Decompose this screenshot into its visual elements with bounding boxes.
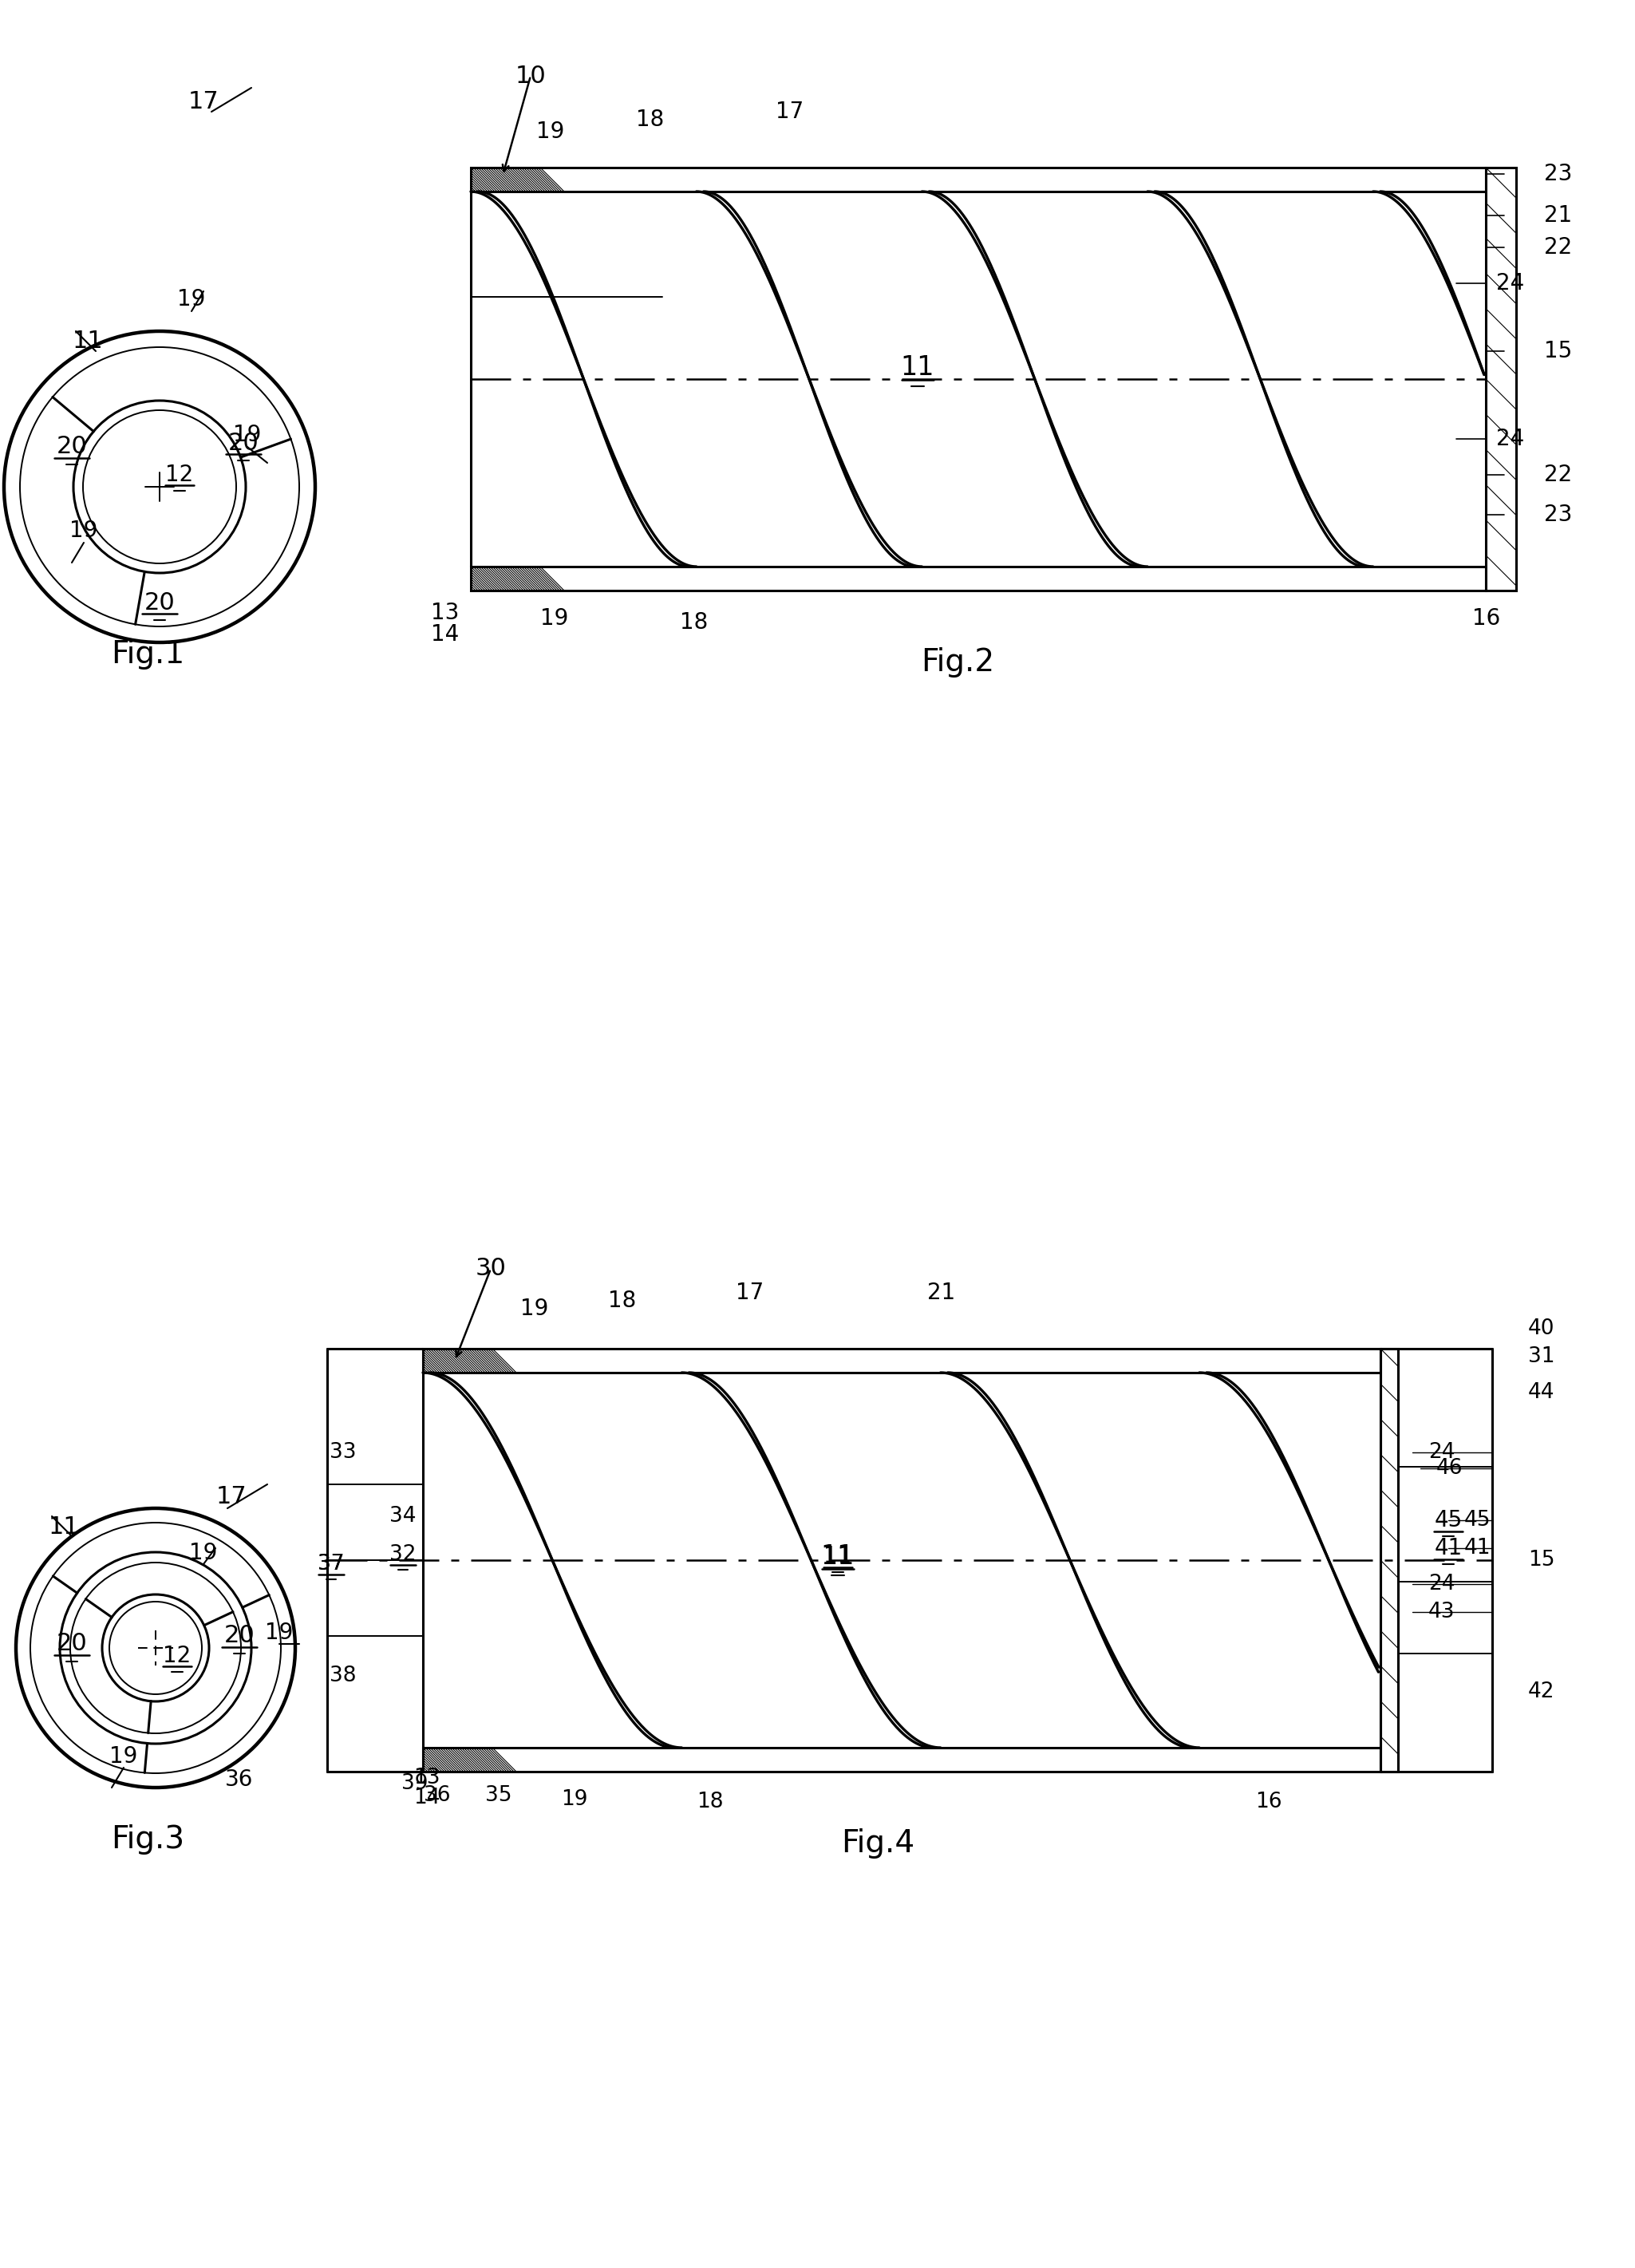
Text: 15: 15	[1543, 340, 1573, 363]
Text: 20: 20	[56, 1633, 87, 1656]
Text: 17: 17	[777, 100, 804, 122]
Text: 18: 18	[697, 1792, 724, 1812]
Text: 33: 33	[330, 1442, 356, 1463]
Text: 45: 45	[1465, 1510, 1491, 1531]
Text: 11: 11	[821, 1542, 855, 1569]
Text: 34: 34	[389, 1506, 417, 1526]
Text: 19: 19	[234, 424, 262, 447]
Bar	[1380, 1349, 1398, 1771]
Text: 36: 36	[423, 1785, 451, 1805]
Text: Fig.4: Fig.4	[840, 1828, 914, 1857]
Bar	[471, 567, 1486, 590]
Text: 19: 19	[520, 1297, 549, 1320]
Text: 15: 15	[1529, 1549, 1555, 1569]
Text: 38: 38	[330, 1665, 356, 1685]
Text: 21: 21	[1543, 204, 1573, 227]
Text: 12: 12	[164, 1644, 191, 1667]
Text: 19: 19	[265, 1622, 293, 1644]
Text: 20: 20	[224, 1624, 255, 1647]
Text: 45: 45	[1434, 1508, 1462, 1531]
Bar	[471, 168, 1486, 191]
Text: 35: 35	[486, 1785, 512, 1805]
Text: 24: 24	[1496, 272, 1524, 295]
Text: 24: 24	[1429, 1442, 1455, 1463]
Text: 17: 17	[188, 91, 219, 113]
Text: Fig.2: Fig.2	[921, 646, 994, 678]
Text: 14: 14	[430, 624, 459, 646]
Text: 18: 18	[680, 612, 708, 633]
Text: 19: 19	[541, 608, 569, 631]
Text: 11: 11	[72, 329, 103, 354]
Text: 13: 13	[414, 1767, 440, 1789]
Text: Fig.3: Fig.3	[111, 1823, 185, 1855]
Text: 11: 11	[49, 1515, 78, 1538]
Text: 12: 12	[165, 463, 193, 485]
Text: Fig.1: Fig.1	[111, 640, 185, 669]
Text: 11: 11	[824, 1545, 852, 1567]
Text: 37: 37	[317, 1554, 345, 1574]
Text: 17: 17	[216, 1486, 247, 1508]
Text: 39: 39	[402, 1774, 428, 1794]
Text: 40: 40	[1529, 1318, 1555, 1338]
Text: 41: 41	[1465, 1538, 1491, 1558]
Text: 19: 19	[561, 1789, 589, 1810]
Text: 22: 22	[1543, 463, 1573, 485]
Text: 19: 19	[177, 288, 206, 311]
Text: 19: 19	[70, 519, 98, 542]
Text: 46: 46	[1436, 1458, 1463, 1479]
Text: 19: 19	[536, 120, 564, 143]
Text: 20: 20	[227, 431, 258, 454]
Text: 19: 19	[110, 1746, 137, 1767]
Text: 20: 20	[144, 592, 175, 615]
Text: 16: 16	[1472, 608, 1501, 631]
Text: 42: 42	[1529, 1681, 1555, 1703]
Text: 21: 21	[927, 1281, 955, 1304]
Text: 37: 37	[317, 1554, 345, 1574]
Text: 30: 30	[476, 1256, 507, 1281]
Text: 24: 24	[1429, 1574, 1455, 1594]
Text: 18: 18	[636, 109, 664, 132]
Text: 18: 18	[608, 1290, 636, 1311]
Text: 23: 23	[1543, 163, 1573, 186]
Text: 20: 20	[56, 435, 87, 458]
Text: 44: 44	[1529, 1381, 1555, 1404]
Bar	[423, 1349, 1380, 1372]
Text: 14: 14	[414, 1787, 440, 1808]
Text: 32: 32	[389, 1545, 417, 1565]
Text: 13: 13	[430, 601, 459, 624]
Text: 24: 24	[1496, 429, 1524, 449]
Text: 10: 10	[515, 64, 546, 88]
Text: 31: 31	[1529, 1347, 1555, 1368]
Bar	[423, 1749, 1380, 1771]
Text: 43: 43	[1429, 1601, 1455, 1622]
Text: 22: 22	[1543, 236, 1573, 259]
Text: 17: 17	[736, 1281, 764, 1304]
Text: 16: 16	[1256, 1792, 1282, 1812]
Text: 11: 11	[901, 354, 935, 381]
Text: 36: 36	[226, 1769, 253, 1792]
Text: 41: 41	[1434, 1538, 1462, 1560]
Text: 23: 23	[1543, 503, 1573, 526]
Text: 19: 19	[190, 1542, 217, 1565]
Bar	[1486, 168, 1516, 590]
